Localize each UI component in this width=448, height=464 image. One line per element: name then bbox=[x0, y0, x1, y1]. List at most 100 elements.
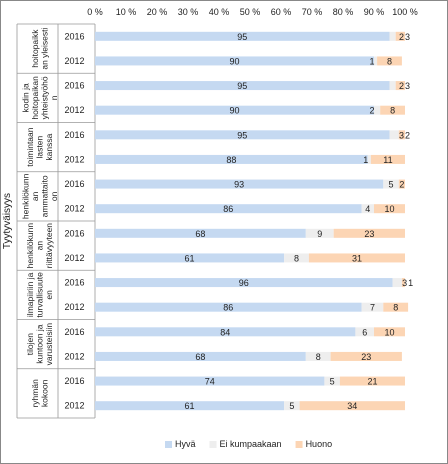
value-label-ei-kumpaakaan: 3 bbox=[399, 130, 404, 140]
value-label-hyva: 90 bbox=[229, 106, 239, 116]
year-label: 2016 bbox=[64, 130, 84, 140]
bar-ei-kumpaakaan bbox=[392, 278, 402, 288]
value-label-huono: 1 bbox=[408, 278, 413, 288]
category-label-line: kanssa bbox=[44, 133, 54, 160]
value-label-ei-kumpaakaan: 3 bbox=[402, 278, 407, 288]
value-label-ei-kumpaakaan: 2 bbox=[399, 32, 404, 42]
value-label-ei-kumpaakaan: 4 bbox=[365, 204, 370, 214]
category-label-line: on bbox=[49, 191, 59, 201]
value-label-huono: 10 bbox=[384, 204, 394, 214]
category-label-line: an bbox=[35, 241, 45, 251]
bar-huono bbox=[374, 327, 405, 337]
bar-ei-kumpaakaan bbox=[324, 376, 340, 386]
bar-huono bbox=[374, 204, 405, 214]
bar-huono bbox=[395, 31, 405, 41]
value-label-huono: 23 bbox=[361, 352, 371, 362]
value-label-huono: 3 bbox=[405, 81, 410, 91]
bar-ei-kumpaakaan bbox=[361, 302, 384, 312]
category-label: ilmapiiriin jaturvallisuuteen bbox=[25, 272, 54, 318]
category-label: tilojenkuntoon javarusteisiin bbox=[25, 323, 54, 366]
bar-hyva bbox=[95, 376, 325, 386]
year-label: 2012 bbox=[64, 204, 84, 214]
year-label: 2012 bbox=[64, 56, 84, 66]
year-label: 2012 bbox=[64, 351, 84, 361]
bar-ei-kumpaakaan bbox=[367, 154, 371, 164]
category-label: ryhmänkokoon bbox=[30, 379, 50, 408]
category-label-line: an yleisesti bbox=[39, 27, 49, 69]
bar-huono bbox=[333, 228, 405, 238]
legend-swatch bbox=[165, 441, 172, 448]
bar-ei-kumpaakaan bbox=[389, 31, 396, 41]
bar-hyva bbox=[95, 179, 384, 189]
bar-ei-kumpaakaan bbox=[284, 401, 300, 411]
value-label-ei-kumpaakaan: 9 bbox=[317, 229, 322, 239]
value-label-hyva: 74 bbox=[205, 377, 215, 387]
value-label-ei-kumpaakaan: 8 bbox=[294, 253, 299, 263]
value-label-ei-kumpaakaan: 2 bbox=[399, 81, 404, 91]
value-label-hyva: 95 bbox=[237, 81, 247, 91]
value-label-ei-kumpaakaan: 5 bbox=[289, 401, 294, 411]
bar-hyva bbox=[95, 278, 393, 288]
bar-ei-kumpaakaan bbox=[383, 179, 399, 189]
category-label: hoitopaikkan yleisesti bbox=[30, 27, 50, 69]
year-label: 2012 bbox=[64, 105, 84, 115]
bar-huono bbox=[330, 351, 402, 361]
bar-hyva bbox=[95, 31, 390, 41]
category-label-line: en bbox=[44, 290, 54, 300]
year-label: 2016 bbox=[64, 81, 84, 91]
category-label-line: n bbox=[49, 95, 59, 100]
category-label-line: an bbox=[30, 191, 40, 201]
x-tick-label: 50 % bbox=[240, 7, 261, 17]
value-label-hyva: 68 bbox=[195, 352, 205, 362]
bar-ei-kumpaakaan bbox=[389, 130, 399, 140]
value-label-ei-kumpaakaan: 5 bbox=[389, 180, 394, 190]
bar-ei-kumpaakaan bbox=[355, 327, 374, 337]
value-label-ei-kumpaakaan: 7 bbox=[370, 303, 375, 313]
category-label-line: hoitopaikk bbox=[30, 29, 40, 68]
year-label: 2016 bbox=[64, 327, 84, 337]
legend-label: Hyvä bbox=[175, 439, 196, 449]
bar-huono bbox=[299, 401, 405, 411]
bar-ei-kumpaakaan bbox=[389, 81, 396, 91]
category-label-line: kokoon bbox=[39, 379, 49, 407]
category-label-line: ryhmän bbox=[30, 379, 40, 408]
value-label-hyva: 95 bbox=[237, 130, 247, 140]
bar-hyva bbox=[95, 327, 356, 337]
value-label-ei-kumpaakaan: 1 bbox=[363, 155, 368, 165]
legend-label: Huono bbox=[306, 439, 333, 449]
bar-huono bbox=[380, 105, 405, 115]
category-label-line: ammattaito bbox=[39, 175, 49, 217]
value-label-ei-kumpaakaan: 8 bbox=[316, 352, 321, 362]
x-tick-label: 90 % bbox=[364, 7, 385, 17]
category-label-line: henkilökunn bbox=[20, 173, 30, 219]
value-label-huono: 11 bbox=[383, 155, 392, 165]
value-label-huono: 23 bbox=[364, 229, 374, 239]
category-label-line: kodin ja bbox=[20, 83, 30, 113]
y-axis-title: Tyytyväisyys bbox=[2, 193, 13, 249]
bar-hyva bbox=[95, 204, 362, 214]
value-label-hyva: 93 bbox=[234, 180, 244, 190]
value-label-hyva: 68 bbox=[195, 229, 205, 239]
value-label-huono: 21 bbox=[367, 377, 377, 387]
bar-hyva bbox=[95, 81, 390, 91]
bar-huono bbox=[370, 154, 405, 164]
x-tick-label: 70 % bbox=[302, 7, 323, 17]
bar-ei-kumpaakaan bbox=[305, 228, 334, 238]
bar-ei-kumpaakaan bbox=[374, 105, 381, 115]
value-label-huono: 34 bbox=[347, 401, 357, 411]
bar-hyva bbox=[95, 401, 285, 411]
category-label-line: toimintaan bbox=[25, 127, 35, 166]
bar-hyva bbox=[95, 302, 362, 312]
value-label-hyva: 84 bbox=[220, 327, 230, 337]
value-label-huono: 10 bbox=[384, 327, 394, 337]
category-label: toimintaanlastenkanssa bbox=[25, 127, 54, 166]
x-tick-label: 60 % bbox=[271, 7, 292, 17]
value-label-huono: 8 bbox=[393, 303, 398, 313]
bar-huono bbox=[395, 81, 405, 91]
year-label: 2016 bbox=[64, 376, 84, 386]
category-label-line: yhteistyöhö bbox=[39, 76, 49, 119]
x-tick-label: 0 % bbox=[87, 7, 103, 17]
bar-hyva bbox=[95, 253, 285, 263]
bar-huono bbox=[377, 56, 402, 66]
